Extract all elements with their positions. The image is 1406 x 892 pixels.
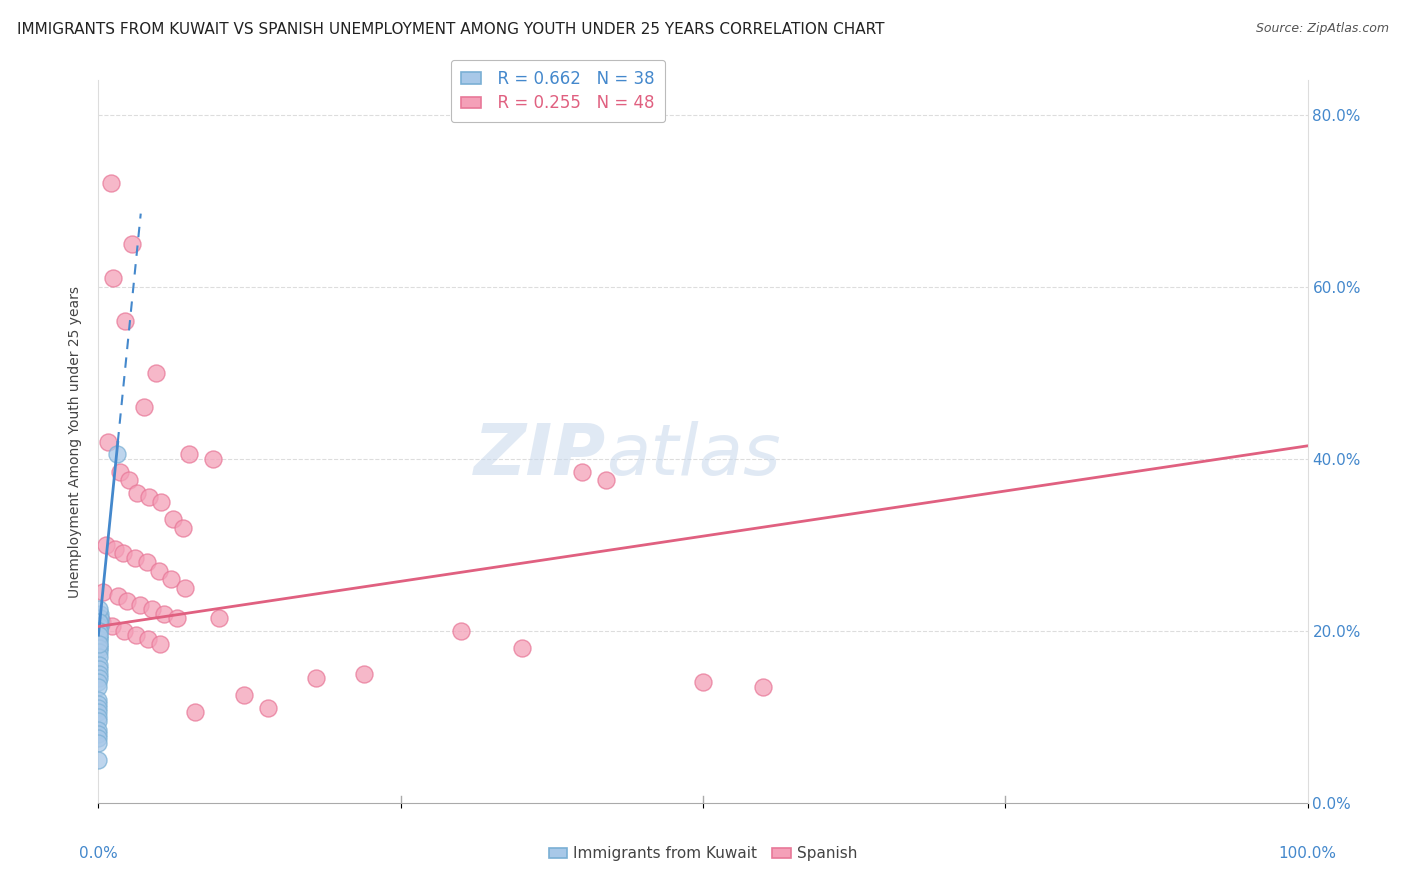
Point (450, 624, 472, 638)
Point (128, 598, 150, 612)
Point (114, 314, 136, 328)
Point (87, 637, 110, 651)
Point (125, 628, 148, 642)
Point (202, 451, 225, 466)
Point (87, 731, 110, 746)
Point (174, 581, 197, 595)
Point (105, 447, 128, 461)
Point (87, 692, 110, 706)
Point (87, 714, 110, 728)
Point (305, 671, 328, 685)
Point (87, 753, 110, 767)
Point (87, 628, 110, 642)
Point (87, 632, 110, 647)
Point (510, 640, 533, 655)
Point (87, 632, 110, 647)
Point (127, 486, 149, 500)
Point (89, 615, 111, 630)
Point (87, 649, 110, 664)
Point (112, 624, 135, 638)
Point (87, 640, 110, 655)
Point (111, 546, 134, 560)
Point (232, 688, 254, 702)
Point (87, 666, 110, 681)
Point (87, 640, 110, 655)
Point (208, 611, 231, 625)
Point (150, 494, 173, 508)
Point (172, 520, 194, 534)
Point (89, 607, 111, 621)
Point (117, 593, 139, 607)
Point (91, 585, 114, 599)
Point (87, 615, 110, 630)
Point (145, 366, 167, 380)
Point (87, 671, 110, 685)
Point (184, 706, 207, 720)
Point (97, 434, 120, 449)
Legend: Immigrants from Kuwait, Spanish: Immigrants from Kuwait, Spanish (543, 840, 863, 867)
Point (166, 611, 188, 625)
Point (752, 680, 775, 694)
Point (91, 615, 114, 630)
Point (87, 624, 110, 638)
Y-axis label: Unemployment Among Youth under 25 years: Unemployment Among Youth under 25 years (69, 285, 83, 598)
Point (141, 602, 163, 616)
Point (87, 675, 110, 690)
Point (121, 236, 143, 251)
Point (87, 735, 110, 749)
Point (104, 542, 127, 557)
Point (107, 590, 129, 604)
Point (692, 675, 714, 690)
Point (87, 706, 110, 720)
Point (136, 632, 159, 647)
Point (89, 602, 111, 616)
Point (101, 271, 124, 285)
Point (134, 400, 156, 414)
Point (100, 619, 122, 633)
Point (108, 465, 131, 479)
Point (135, 555, 157, 569)
Text: 0.0%: 0.0% (79, 847, 118, 861)
Point (162, 512, 184, 526)
Point (94, 538, 117, 552)
Text: atlas: atlas (606, 422, 780, 491)
Point (87, 710, 110, 724)
Point (87, 624, 110, 638)
Point (87, 663, 110, 677)
Point (100, 177, 122, 191)
Point (87, 680, 110, 694)
Text: Source: ZipAtlas.com: Source: ZipAtlas.com (1256, 22, 1389, 36)
Point (89, 619, 111, 633)
Point (87, 697, 110, 711)
Point (118, 473, 141, 487)
Text: ZIP: ZIP (474, 422, 606, 491)
Point (124, 550, 146, 565)
Point (353, 666, 375, 681)
Point (87, 727, 110, 741)
Text: IMMIGRANTS FROM KUWAIT VS SPANISH UNEMPLOYMENT AMONG YOUTH UNDER 25 YEARS CORREL: IMMIGRANTS FROM KUWAIT VS SPANISH UNEMPL… (17, 22, 884, 37)
Point (87, 701, 110, 715)
Point (571, 465, 593, 479)
Point (89, 611, 111, 625)
Point (138, 491, 160, 505)
Point (87, 658, 110, 673)
Point (87, 637, 110, 651)
Point (149, 637, 172, 651)
Point (87, 645, 110, 659)
Point (256, 701, 278, 715)
Point (148, 564, 170, 578)
Point (152, 607, 174, 621)
Point (89, 619, 111, 633)
Point (89, 615, 111, 630)
Point (160, 572, 183, 586)
Point (179, 447, 201, 461)
Point (595, 473, 617, 487)
Text: 100.0%: 100.0% (1278, 847, 1337, 861)
Point (87, 628, 110, 642)
Point (87, 723, 110, 737)
